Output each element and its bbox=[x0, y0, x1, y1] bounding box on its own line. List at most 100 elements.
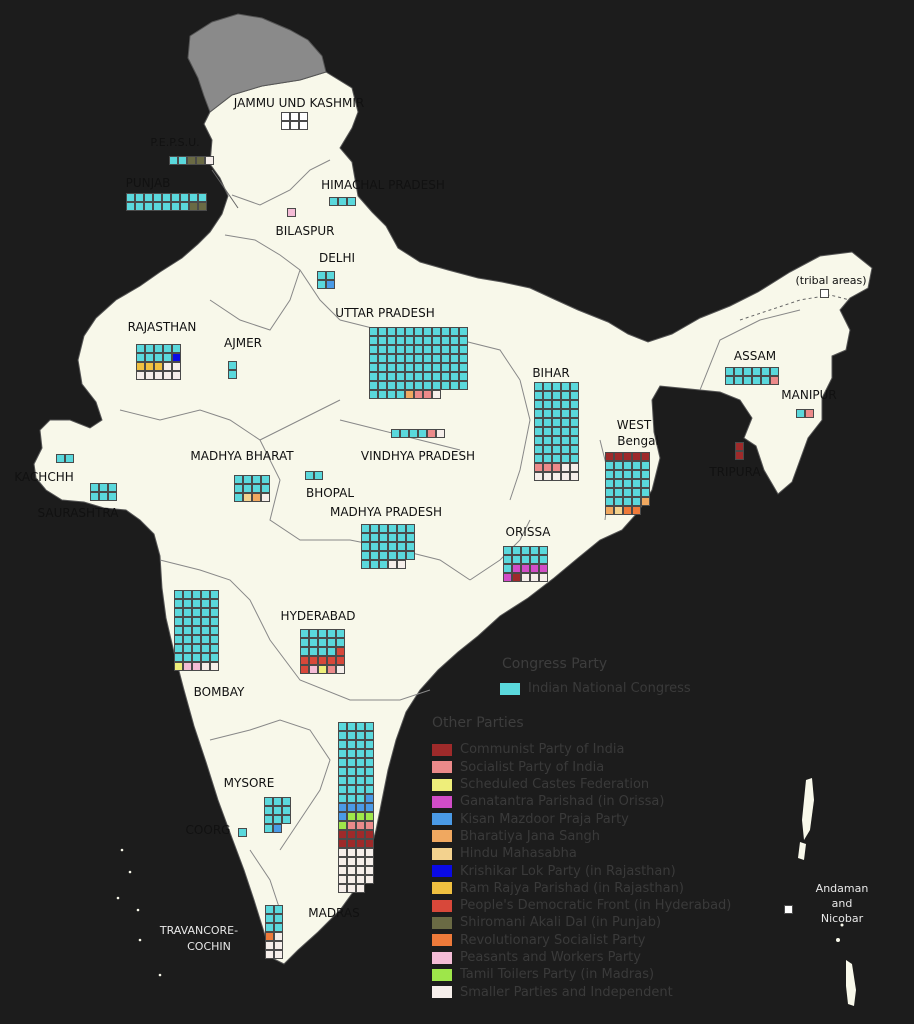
seat-cpi bbox=[356, 830, 365, 839]
legend-swatch-bjs bbox=[432, 830, 452, 843]
label-punjab: PUNJAB bbox=[125, 176, 171, 190]
seat-inc bbox=[397, 551, 406, 560]
seat-vac bbox=[820, 289, 829, 298]
legend-item-pdf: People's Democratic Front (in Hyderabad) bbox=[432, 897, 731, 914]
seat-inc bbox=[378, 372, 387, 381]
seat-inc bbox=[450, 336, 459, 345]
seat-inc bbox=[614, 461, 623, 470]
seat-inc bbox=[725, 376, 734, 385]
seat-inc bbox=[387, 327, 396, 336]
seat-inc bbox=[534, 436, 543, 445]
seat-spi bbox=[356, 821, 365, 830]
seat-inc bbox=[543, 436, 552, 445]
seat-inc bbox=[361, 551, 370, 560]
seat-inc bbox=[450, 345, 459, 354]
seat-cpi bbox=[735, 451, 744, 460]
seat-cpi bbox=[365, 839, 374, 848]
seat-oth bbox=[561, 463, 570, 472]
seat-inc bbox=[459, 345, 468, 354]
seat-oth bbox=[388, 560, 397, 569]
seat-grid-bihar bbox=[534, 382, 579, 481]
seat-sad bbox=[198, 202, 207, 211]
seat-inc bbox=[365, 785, 374, 794]
seat-oth bbox=[274, 932, 283, 941]
seat-inc bbox=[379, 533, 388, 542]
seat-inc bbox=[441, 336, 450, 345]
seat-inc bbox=[641, 461, 650, 470]
legend-label-scf: Scheduled Castes Federation bbox=[460, 777, 650, 793]
seat-ttp bbox=[347, 812, 356, 821]
seat-rrp bbox=[145, 362, 154, 371]
seat-gp bbox=[503, 573, 512, 582]
seat-inc bbox=[605, 461, 614, 470]
seat-inc bbox=[406, 551, 415, 560]
seat-inc bbox=[356, 776, 365, 785]
seat-inc bbox=[423, 381, 432, 390]
seat-inc bbox=[169, 156, 178, 165]
seat-grid-delhi bbox=[317, 271, 335, 289]
label-ajmer: AJMER bbox=[223, 336, 263, 350]
seat-inc bbox=[361, 524, 370, 533]
seat-spi bbox=[770, 376, 779, 385]
seat-inc bbox=[543, 400, 552, 409]
label-bhopal: BHOPAL bbox=[305, 486, 355, 500]
seat-oth bbox=[338, 866, 347, 875]
seat-oth bbox=[356, 848, 365, 857]
seat-inc bbox=[641, 479, 650, 488]
seat-inc bbox=[356, 740, 365, 749]
seat-inc bbox=[56, 454, 65, 463]
seat-inc bbox=[459, 372, 468, 381]
seat-inc bbox=[210, 608, 219, 617]
seat-oth bbox=[539, 573, 548, 582]
seat-inc bbox=[450, 327, 459, 336]
seat-inc bbox=[136, 344, 145, 353]
seat-hms bbox=[614, 506, 623, 515]
seat-inc bbox=[441, 327, 450, 336]
seat-inc bbox=[388, 542, 397, 551]
seat-inc bbox=[282, 806, 291, 815]
seat-pdf bbox=[309, 656, 318, 665]
seat-cpi bbox=[347, 839, 356, 848]
seat-inc bbox=[369, 327, 378, 336]
seat-inc bbox=[318, 629, 327, 638]
seat-oth bbox=[356, 875, 365, 884]
seat-bjs bbox=[405, 390, 414, 399]
seat-inc bbox=[183, 653, 192, 662]
label-vindhya-pradesh: VINDHYA PRADESH bbox=[360, 449, 476, 463]
seat-inc bbox=[552, 391, 561, 400]
seat-inc bbox=[387, 336, 396, 345]
seat-inc bbox=[570, 418, 579, 427]
seat-grid-coorg bbox=[238, 828, 247, 837]
seat-inc bbox=[327, 629, 336, 638]
legend-label-hms: Hindu Mahasabha bbox=[460, 846, 577, 862]
andaman-nicobar-islands bbox=[798, 778, 856, 1006]
seat-inc bbox=[512, 555, 521, 564]
legend-label-rsp: Revolutionary Socialist Party bbox=[460, 932, 646, 948]
pepsu-pointer-line bbox=[211, 169, 239, 209]
seat-inc bbox=[406, 542, 415, 551]
seat-inc bbox=[108, 492, 117, 501]
seat-inc bbox=[570, 382, 579, 391]
seat-inc bbox=[370, 533, 379, 542]
legend-label-pwp: Peasants and Workers Party bbox=[460, 950, 641, 965]
label-himachal-pradesh: HIMACHAL PRADESH bbox=[321, 178, 445, 192]
seat-inc bbox=[441, 372, 450, 381]
seat-inc bbox=[234, 484, 243, 493]
seat-inc bbox=[432, 363, 441, 372]
seat-oth bbox=[201, 662, 210, 671]
seat-grid-west-bengal bbox=[605, 452, 650, 515]
seat-oth bbox=[265, 941, 274, 950]
seat-inc bbox=[534, 400, 543, 409]
seat-inc bbox=[387, 381, 396, 390]
seat-inc bbox=[126, 202, 135, 211]
seat-rrp bbox=[136, 362, 145, 371]
seat-inc bbox=[397, 542, 406, 551]
seat-oth bbox=[552, 472, 561, 481]
seat-inc bbox=[561, 436, 570, 445]
label-assam: ASSAM bbox=[733, 349, 777, 363]
seat-inc bbox=[396, 336, 405, 345]
seat-inc bbox=[201, 590, 210, 599]
seat-inc bbox=[370, 542, 379, 551]
seat-inc bbox=[317, 271, 326, 280]
label-travancore-2: COCHIN bbox=[187, 940, 231, 953]
